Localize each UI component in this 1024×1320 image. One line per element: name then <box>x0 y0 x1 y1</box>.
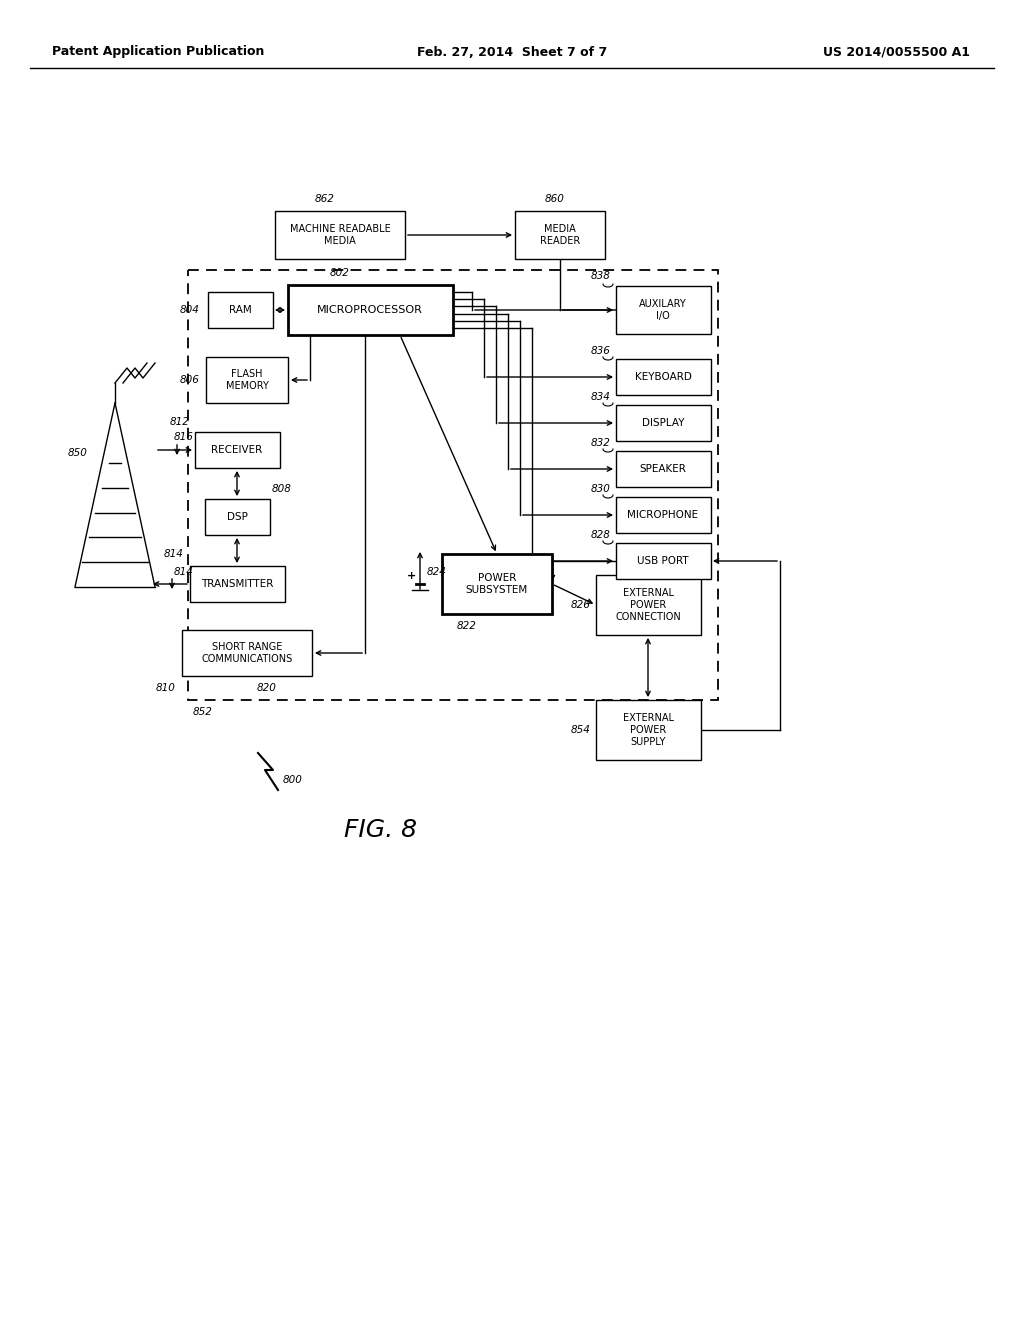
Bar <box>208 292 273 327</box>
Text: 828: 828 <box>591 531 611 540</box>
Text: FIG. 8: FIG. 8 <box>343 818 417 842</box>
Text: 810: 810 <box>156 682 176 693</box>
Bar <box>206 356 288 403</box>
Text: AUXILARY
I/O: AUXILARY I/O <box>639 300 687 321</box>
Bar <box>596 700 701 760</box>
Text: 830: 830 <box>591 484 611 494</box>
Text: 826: 826 <box>571 601 591 610</box>
Text: 824: 824 <box>427 568 447 577</box>
Text: 860: 860 <box>545 194 565 205</box>
Text: 854: 854 <box>571 725 591 735</box>
Text: 800: 800 <box>283 775 303 785</box>
Text: 816: 816 <box>174 432 194 442</box>
Bar <box>188 271 718 700</box>
Text: 802: 802 <box>330 268 350 279</box>
Text: EXTERNAL
POWER
SUPPLY: EXTERNAL POWER SUPPLY <box>623 713 674 747</box>
Text: US 2014/0055500 A1: US 2014/0055500 A1 <box>823 45 970 58</box>
Text: 838: 838 <box>591 271 611 281</box>
Text: POWER
SUBSYSTEM: POWER SUBSYSTEM <box>466 573 528 595</box>
Text: EXTERNAL
POWER
CONNECTION: EXTERNAL POWER CONNECTION <box>615 587 681 622</box>
Text: 814: 814 <box>164 549 184 558</box>
Text: 862: 862 <box>315 194 335 205</box>
Text: TRANSMITTER: TRANSMITTER <box>201 579 273 589</box>
Text: DSP: DSP <box>226 512 248 521</box>
Bar <box>616 543 711 579</box>
Bar <box>442 554 552 614</box>
Bar <box>275 211 406 259</box>
Text: 834: 834 <box>591 392 611 403</box>
Text: 820: 820 <box>257 682 276 693</box>
Bar <box>195 432 280 469</box>
Bar <box>616 405 711 441</box>
Bar <box>596 576 701 635</box>
Text: 812: 812 <box>170 417 190 426</box>
Text: 822: 822 <box>457 620 477 631</box>
Text: 806: 806 <box>180 375 200 385</box>
Text: MICROPROCESSOR: MICROPROCESSOR <box>317 305 423 315</box>
Text: 852: 852 <box>193 708 213 717</box>
Text: FLASH
MEMORY: FLASH MEMORY <box>225 370 268 391</box>
Text: Feb. 27, 2014  Sheet 7 of 7: Feb. 27, 2014 Sheet 7 of 7 <box>417 45 607 58</box>
Text: MEDIA
READER: MEDIA READER <box>540 224 581 246</box>
Text: Patent Application Publication: Patent Application Publication <box>52 45 264 58</box>
Bar <box>616 286 711 334</box>
Text: DISPLAY: DISPLAY <box>642 418 684 428</box>
Text: 850: 850 <box>68 447 88 458</box>
Text: SHORT RANGE
COMMUNICATIONS: SHORT RANGE COMMUNICATIONS <box>202 642 293 664</box>
Text: RAM: RAM <box>228 305 251 315</box>
Bar <box>515 211 605 259</box>
Bar <box>182 630 312 676</box>
Bar <box>288 285 453 335</box>
Text: KEYBOARD: KEYBOARD <box>635 372 691 381</box>
Text: 832: 832 <box>591 438 611 447</box>
Text: SPEAKER: SPEAKER <box>640 465 686 474</box>
Bar <box>616 498 711 533</box>
Text: MICROPHONE: MICROPHONE <box>628 510 698 520</box>
Bar <box>616 359 711 395</box>
Text: 814: 814 <box>174 568 194 577</box>
Text: 836: 836 <box>591 346 611 356</box>
Bar <box>190 566 285 602</box>
Text: MACHINE READABLE
MEDIA: MACHINE READABLE MEDIA <box>290 224 390 246</box>
Bar <box>616 451 711 487</box>
Text: RECEIVER: RECEIVER <box>211 445 262 455</box>
Text: +: + <box>408 572 417 581</box>
Text: 804: 804 <box>180 305 200 315</box>
Text: 808: 808 <box>272 484 292 494</box>
Text: USB PORT: USB PORT <box>637 556 689 566</box>
Bar <box>205 499 270 535</box>
